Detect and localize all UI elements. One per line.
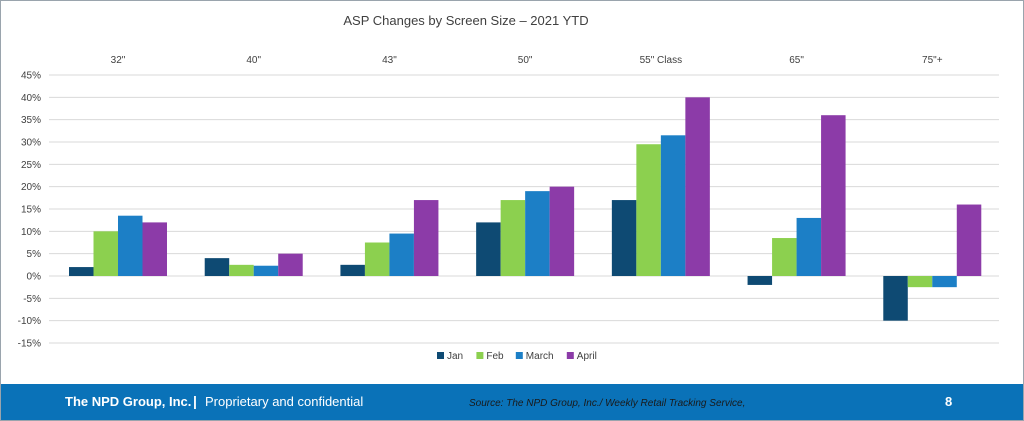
bar-march-4 — [525, 191, 550, 276]
bar-april-4 — [549, 186, 575, 276]
y-tick-label: 20% — [21, 182, 41, 193]
y-tick-label: -5% — [23, 294, 41, 305]
bar-april-1 — [142, 222, 167, 276]
bar-jan-5 — [611, 200, 637, 276]
bar-feb-5 — [636, 144, 661, 276]
bar-feb-3 — [364, 242, 390, 276]
bar-april-3 — [413, 200, 439, 276]
bar-march-3 — [389, 233, 414, 276]
bar-march-7 — [932, 276, 957, 288]
bar-jan-7 — [883, 276, 908, 321]
bar-april-2 — [278, 253, 303, 276]
bar-feb-2 — [229, 264, 254, 276]
bar-jan-4 — [476, 222, 501, 276]
bar-april-6 — [821, 115, 846, 276]
bar-april-7 — [956, 204, 982, 276]
y-tick-label: 45% — [21, 71, 41, 82]
y-tick-label: 10% — [21, 227, 41, 238]
legend-swatch-march — [515, 352, 523, 359]
confidential-label: Proprietary and confidential — [205, 394, 364, 409]
chart-title: ASP Changes by Screen Size – 2021 YTD — [343, 13, 589, 28]
bar-feb-4 — [500, 200, 526, 276]
footer-separator: | — [193, 393, 197, 409]
bar-feb-6 — [772, 238, 797, 276]
y-tick-label: 5% — [27, 249, 42, 260]
bar-april-5 — [685, 97, 710, 276]
y-tick-label: -10% — [18, 316, 41, 327]
category-label: 43" — [382, 55, 397, 66]
source-note: Source: The NPD Group, Inc./ Weekly Reta… — [469, 398, 746, 409]
category-label: 32" — [111, 55, 126, 66]
legend-swatch-feb — [476, 352, 484, 359]
y-tick-label: 40% — [21, 93, 41, 104]
legend-swatch-jan — [437, 352, 444, 359]
category-label: 55" Class — [640, 55, 682, 66]
y-tick-label: 35% — [21, 115, 41, 126]
legend-label-feb: Feb — [486, 351, 504, 362]
bar-march-6 — [796, 217, 822, 276]
legend-label-march: March — [526, 351, 554, 362]
bar-march-1 — [118, 215, 143, 276]
bar-feb-7 — [907, 276, 933, 288]
bar-jan-2 — [204, 258, 230, 276]
y-tick-label: -15% — [18, 339, 41, 350]
legend-label-april: April — [577, 351, 597, 362]
bar-chart: 45% 40% 35% 30% 25% 20% 15% 10% 5% 0% -5% -10% -15% 3… — [18, 55, 999, 362]
category-label: 50" — [518, 55, 533, 66]
category-label: 65" — [789, 55, 804, 66]
bar-jan-6 — [747, 276, 773, 285]
category-label: 75"+ — [922, 55, 943, 66]
page-number: 8 — [945, 394, 953, 409]
bar-jan-3 — [340, 264, 365, 276]
bar-march-5 — [660, 135, 686, 276]
y-tick-label: 25% — [21, 160, 41, 171]
category-label: 40" — [246, 55, 261, 66]
bar-march-2 — [253, 265, 279, 276]
y-tick-label: 15% — [21, 205, 41, 216]
company-name: The NPD Group, Inc. — [65, 394, 192, 409]
y-tick-label: 30% — [21, 138, 41, 149]
legend-label-jan: Jan — [447, 351, 463, 362]
footer-bar: The NPD Group, Inc. | Proprietary and co… — [1, 384, 1023, 420]
bar-jan-1 — [69, 267, 94, 276]
legend-swatch-april — [566, 352, 574, 359]
y-tick-label: 0% — [27, 272, 42, 283]
bar-feb-1 — [93, 231, 118, 276]
